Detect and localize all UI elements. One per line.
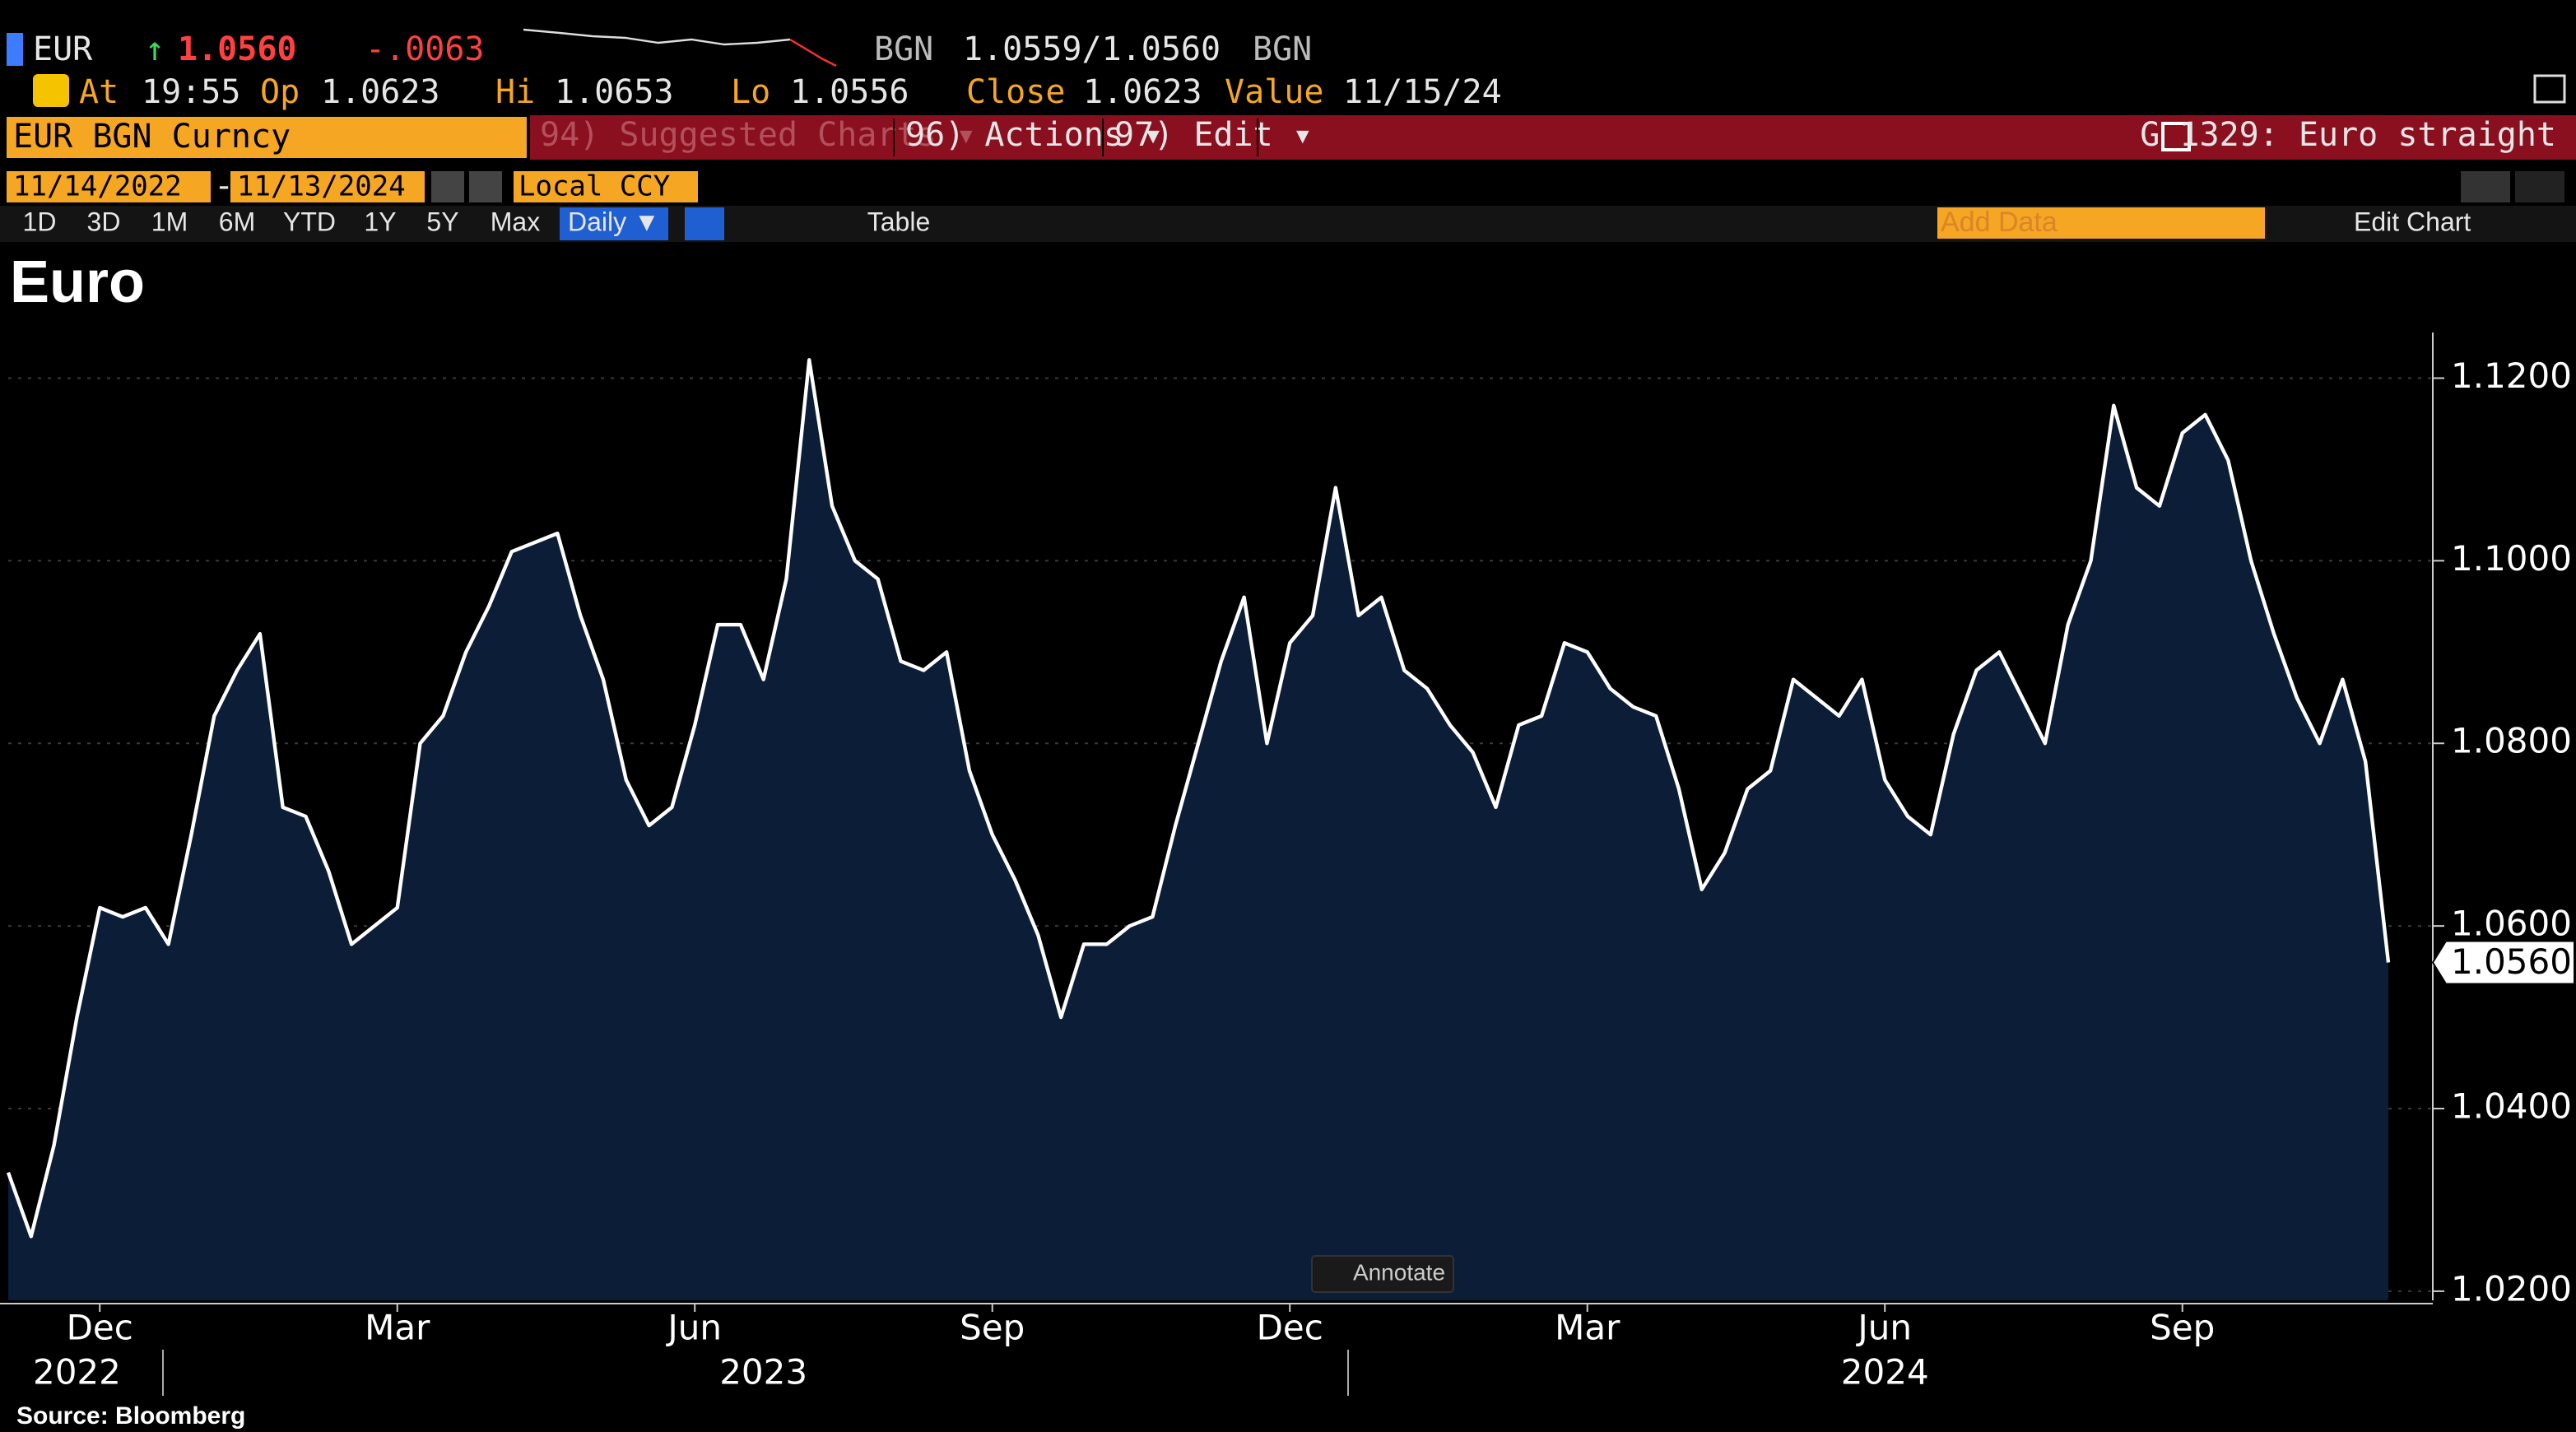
add-data-box[interactable] bbox=[1937, 207, 2265, 239]
y-tick-label: 1.1000 bbox=[2451, 538, 2572, 579]
field-value: 11/15/24 bbox=[1343, 73, 1502, 111]
field-label: Op bbox=[260, 73, 300, 111]
date-box[interactable] bbox=[230, 171, 425, 202]
field-value: 19:55 bbox=[142, 73, 240, 111]
field-label: At bbox=[79, 73, 119, 111]
launch-icon[interactable] bbox=[2161, 122, 2191, 151]
currency: BGN bbox=[874, 30, 933, 68]
field-label: Lo bbox=[731, 73, 770, 111]
x-tick-label: Dec bbox=[1257, 1308, 1323, 1348]
frequency[interactable]: Daily ▼ bbox=[568, 207, 660, 236]
y-tick-label: 1.0400 bbox=[2451, 1086, 2572, 1127]
date-box[interactable] bbox=[7, 171, 211, 202]
period-button[interactable]: 5Y bbox=[426, 207, 458, 236]
ticker: EUR bbox=[33, 30, 93, 68]
x-tick-label: Mar bbox=[1555, 1308, 1620, 1348]
edit-chart[interactable]: Edit Chart bbox=[2354, 207, 2471, 236]
chart-title: Euro bbox=[10, 249, 145, 315]
x-tick-label: Sep bbox=[960, 1308, 1025, 1348]
field-label: Close bbox=[966, 73, 1065, 111]
menu-item[interactable]: 97) Edit ▾ bbox=[1114, 116, 1313, 154]
line bbox=[6, 358, 2391, 1239]
start-date[interactable]: 11/14/2022 bbox=[13, 170, 182, 203]
up-arrow: ↑ bbox=[145, 30, 165, 68]
period-button[interactable]: 1Y bbox=[364, 207, 396, 236]
period-button[interactable]: 6M bbox=[219, 207, 255, 236]
ccy-mode[interactable]: Local CCY bbox=[518, 170, 670, 203]
frequency-button[interactable] bbox=[560, 207, 668, 240]
y-tick-label: 1.0800 bbox=[2451, 721, 2572, 761]
y-tick-label: 1.1200 bbox=[2451, 356, 2572, 396]
x-tick-label: Dec bbox=[67, 1308, 133, 1348]
value-label: 1.0560 bbox=[2451, 941, 2572, 982]
menu-item[interactable]: 96) Actions ▾ bbox=[905, 116, 1163, 154]
price: 1.0560 bbox=[178, 30, 297, 68]
menu-item[interactable]: 94) Suggested Charts ▾ bbox=[540, 116, 976, 154]
x-tick-label: Jun bbox=[665, 1308, 722, 1348]
sparkline bbox=[523, 28, 791, 46]
annotate[interactable]: Annotate bbox=[1353, 1259, 1445, 1285]
nav-button[interactable] bbox=[431, 171, 464, 202]
period-button[interactable]: 1M bbox=[151, 207, 188, 236]
clock-icon bbox=[33, 74, 69, 107]
year-label: 2024 bbox=[1841, 1352, 1929, 1392]
x-tick-label: Jun bbox=[1855, 1308, 1912, 1348]
security[interactable]: EUR BGN Curncy bbox=[13, 118, 291, 156]
area bbox=[8, 360, 2388, 1300]
nav-button[interactable] bbox=[469, 171, 502, 202]
x-tick-label: Mar bbox=[365, 1308, 430, 1348]
add-data[interactable]: Add Data bbox=[1941, 207, 2058, 238]
y-tick-label: 1.0200 bbox=[2451, 1268, 2572, 1309]
annotate-button[interactable] bbox=[1311, 1255, 1454, 1293]
ticker-marker bbox=[7, 33, 23, 66]
x-tick-label: Sep bbox=[2150, 1308, 2215, 1348]
menu-bar bbox=[530, 115, 2576, 160]
value-label-box bbox=[2431, 940, 2575, 985]
end-date[interactable]: 11/13/2024 bbox=[237, 170, 406, 203]
ccy-box[interactable] bbox=[514, 171, 698, 202]
table-button[interactable]: Table bbox=[867, 207, 931, 236]
period-button[interactable]: 3D bbox=[87, 207, 121, 236]
source: Source: Bloomberg bbox=[16, 1402, 245, 1430]
field-value: 1.0653 bbox=[555, 73, 674, 111]
redo-button[interactable] bbox=[2515, 171, 2564, 202]
sparkline-tail bbox=[789, 38, 837, 67]
bid-ask: 1.0559/1.0560 bbox=[963, 30, 1221, 68]
field-value: 1.0623 bbox=[1083, 73, 1202, 111]
field-label: Value bbox=[1225, 73, 1323, 111]
currency: BGN bbox=[1253, 30, 1312, 68]
security-box[interactable] bbox=[7, 117, 527, 158]
change: -.0063 bbox=[365, 30, 485, 68]
undo-button[interactable] bbox=[2461, 171, 2510, 202]
y-tick-label: 1.0600 bbox=[2451, 904, 2572, 944]
year-label: 2023 bbox=[719, 1352, 807, 1392]
field-value: 1.0623 bbox=[321, 73, 440, 111]
field-value: 1.0556 bbox=[790, 73, 909, 111]
field-label: Hi bbox=[495, 73, 535, 111]
chart-type-button[interactable] bbox=[685, 207, 724, 240]
period-button[interactable]: YTD bbox=[283, 207, 336, 236]
period-button[interactable]: 1D bbox=[23, 207, 57, 236]
chart-name: G 1329: Euro straight bbox=[2140, 116, 2556, 154]
year-label: 2022 bbox=[33, 1352, 121, 1392]
period-button[interactable]: Max bbox=[491, 207, 540, 236]
popout-icon[interactable] bbox=[2533, 74, 2566, 104]
